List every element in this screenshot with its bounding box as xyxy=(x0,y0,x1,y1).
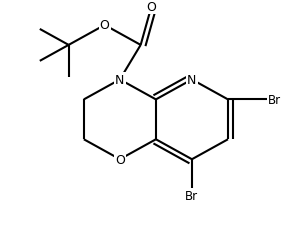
Text: O: O xyxy=(115,153,125,166)
Text: Br: Br xyxy=(185,189,198,202)
Text: N: N xyxy=(187,74,197,87)
Text: Br: Br xyxy=(267,93,281,106)
Text: O: O xyxy=(146,1,156,14)
Text: N: N xyxy=(115,74,125,87)
Text: O: O xyxy=(100,19,110,32)
